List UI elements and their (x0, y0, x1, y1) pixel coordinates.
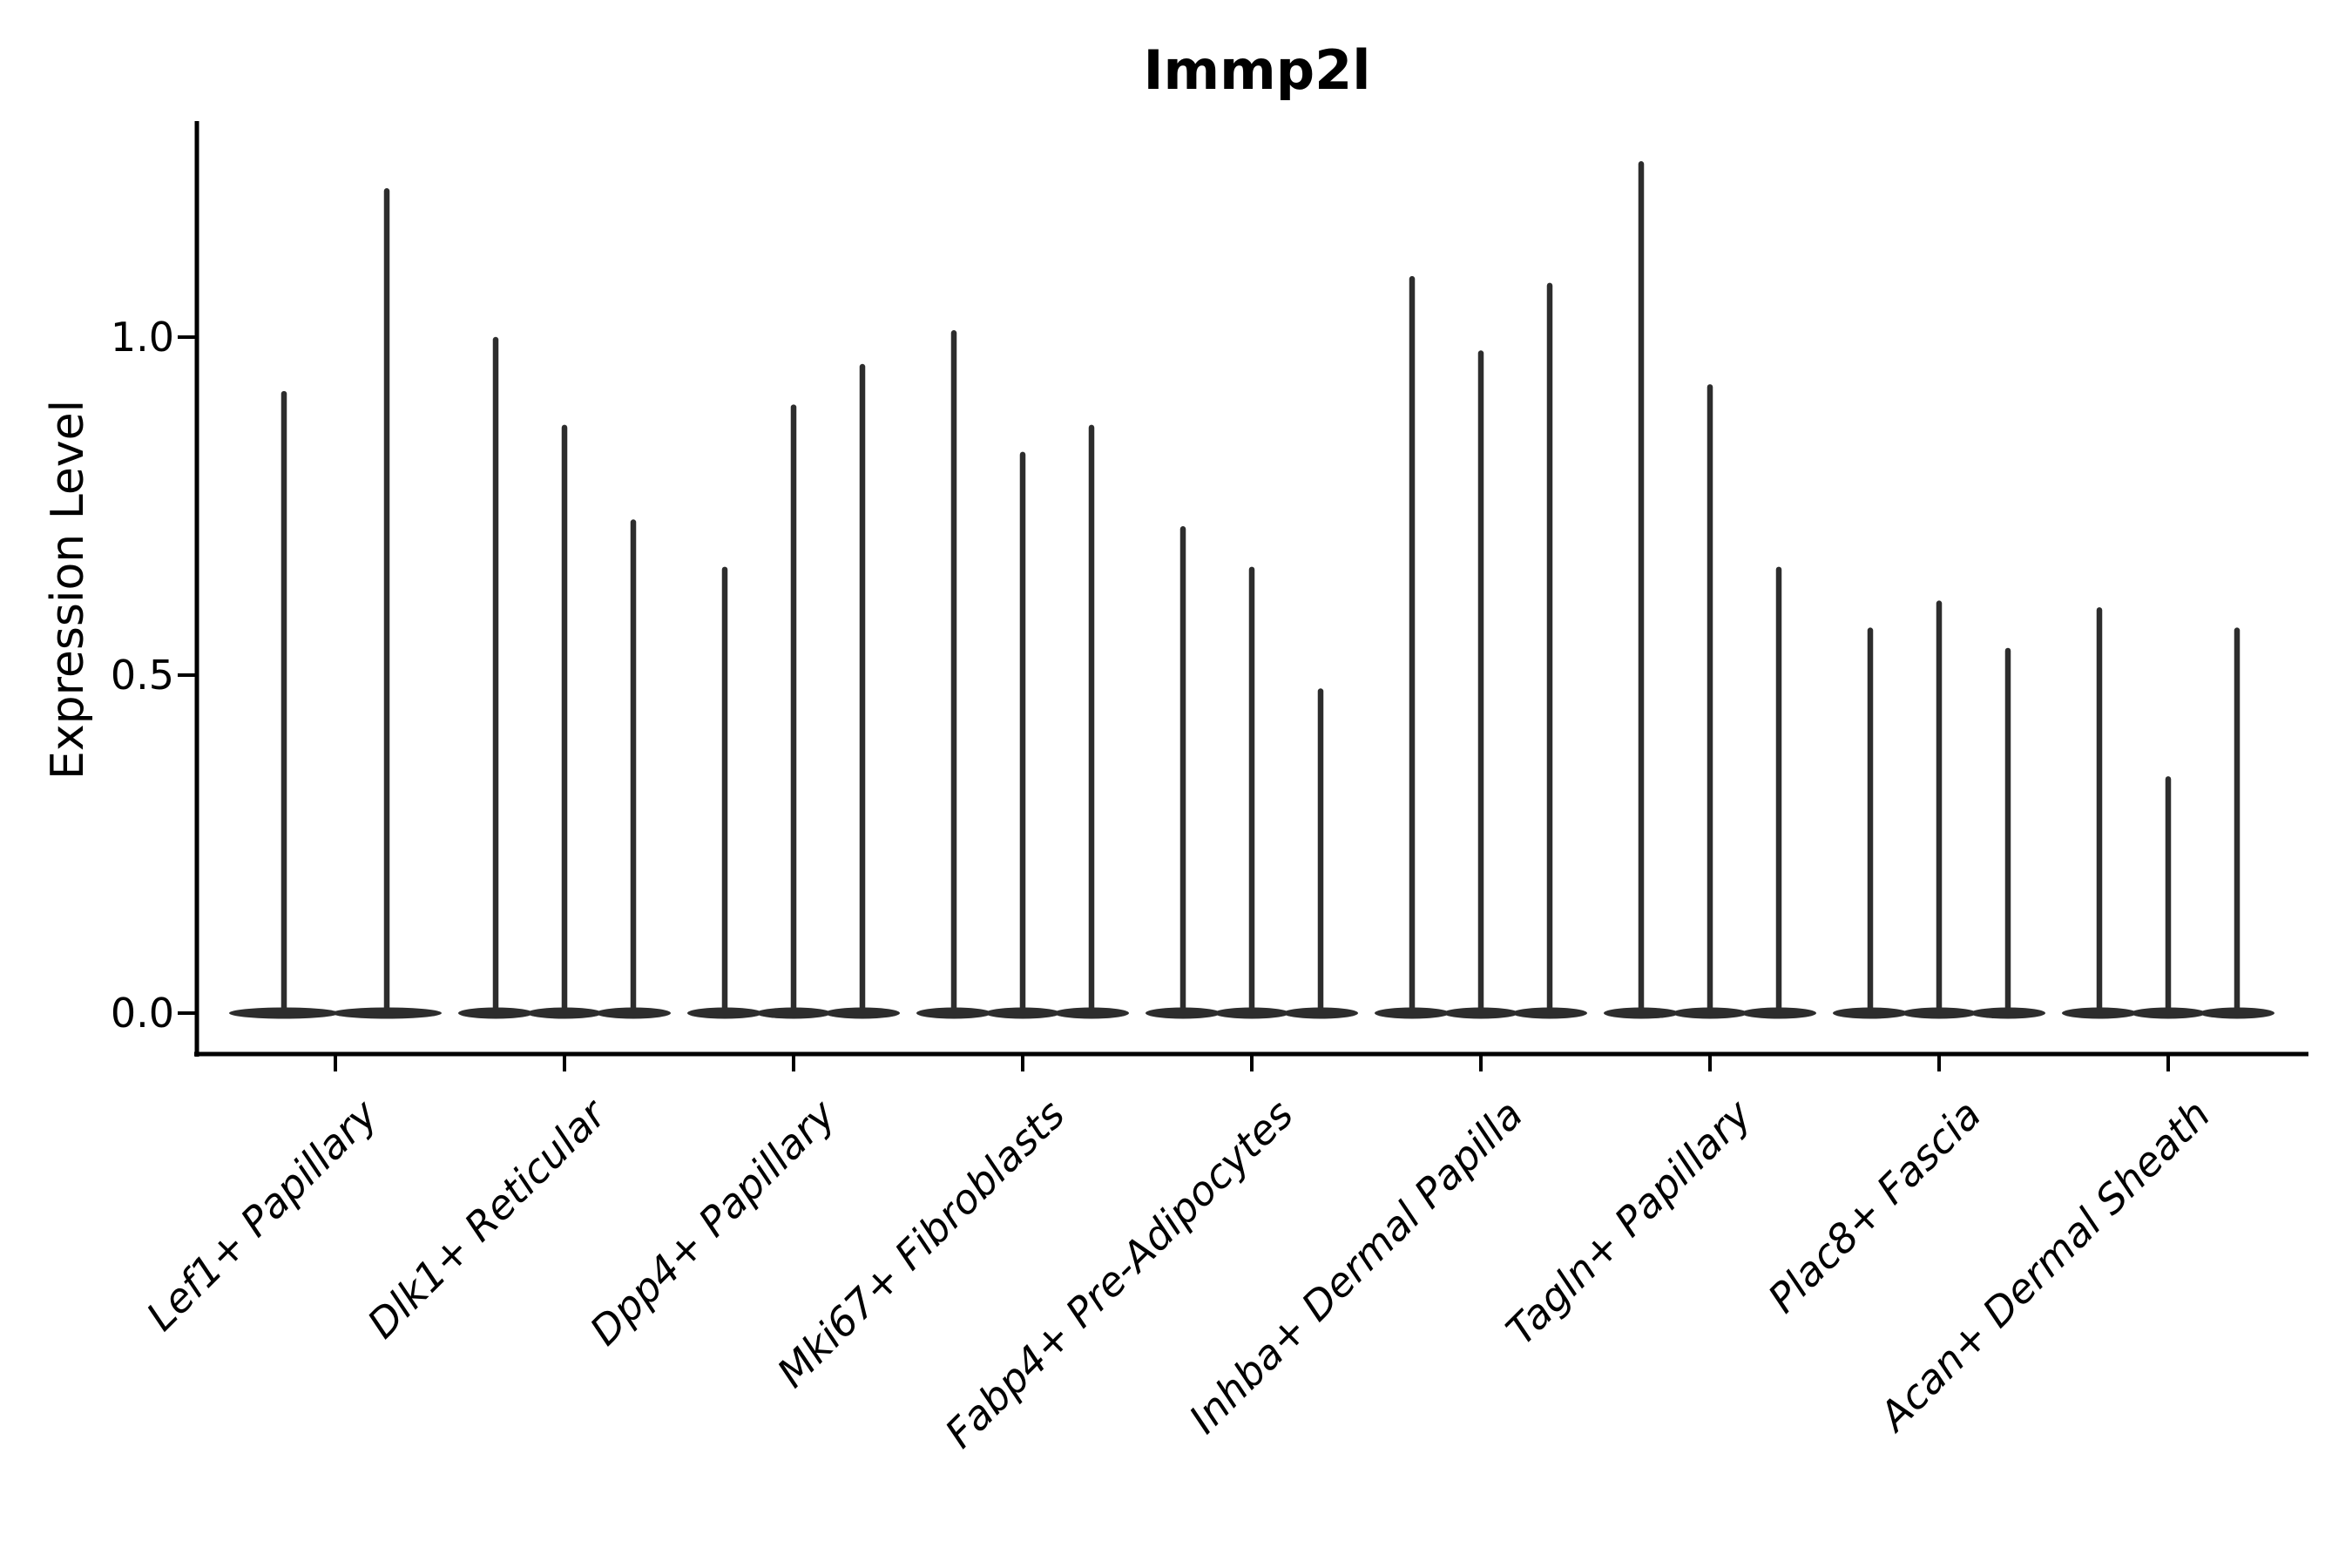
violin-base (1833, 1007, 1908, 1019)
violin-base (1970, 1007, 2045, 1019)
violin-base (1443, 1007, 1518, 1019)
violin-base (229, 1007, 339, 1019)
violin-base (332, 1007, 442, 1019)
y-tick-label-0: 0.0 (110, 990, 174, 1037)
violin-base (1673, 1007, 1747, 1019)
violin-base (1375, 1007, 1450, 1019)
violin-base (1902, 1007, 1977, 1019)
violin-base (825, 1007, 900, 1019)
violin-base (1512, 1007, 1587, 1019)
violin-base (1054, 1007, 1129, 1019)
violin-base (458, 1007, 533, 1019)
violin-base (1283, 1007, 1358, 1019)
violin-base (1741, 1007, 1816, 1019)
violin-base (596, 1007, 671, 1019)
chart-title: Immp2l (1143, 38, 1371, 102)
y-tick-label-1_0: 1.0 (110, 314, 174, 361)
violin-base (527, 1007, 602, 1019)
violin-base (985, 1007, 1060, 1019)
violin-base (1146, 1007, 1220, 1019)
violin-base (2200, 1007, 2274, 1019)
violin-base (1214, 1007, 1289, 1019)
violin-base (916, 1007, 991, 1019)
violin-base (2062, 1007, 2137, 1019)
violin-base (1604, 1007, 1679, 1019)
violin-base (756, 1007, 831, 1019)
violin-base (2131, 1007, 2206, 1019)
y-tick-label-0_5: 0.5 (110, 652, 174, 699)
y-axis-label: Expression Level (42, 399, 94, 781)
violin-base (687, 1007, 762, 1019)
